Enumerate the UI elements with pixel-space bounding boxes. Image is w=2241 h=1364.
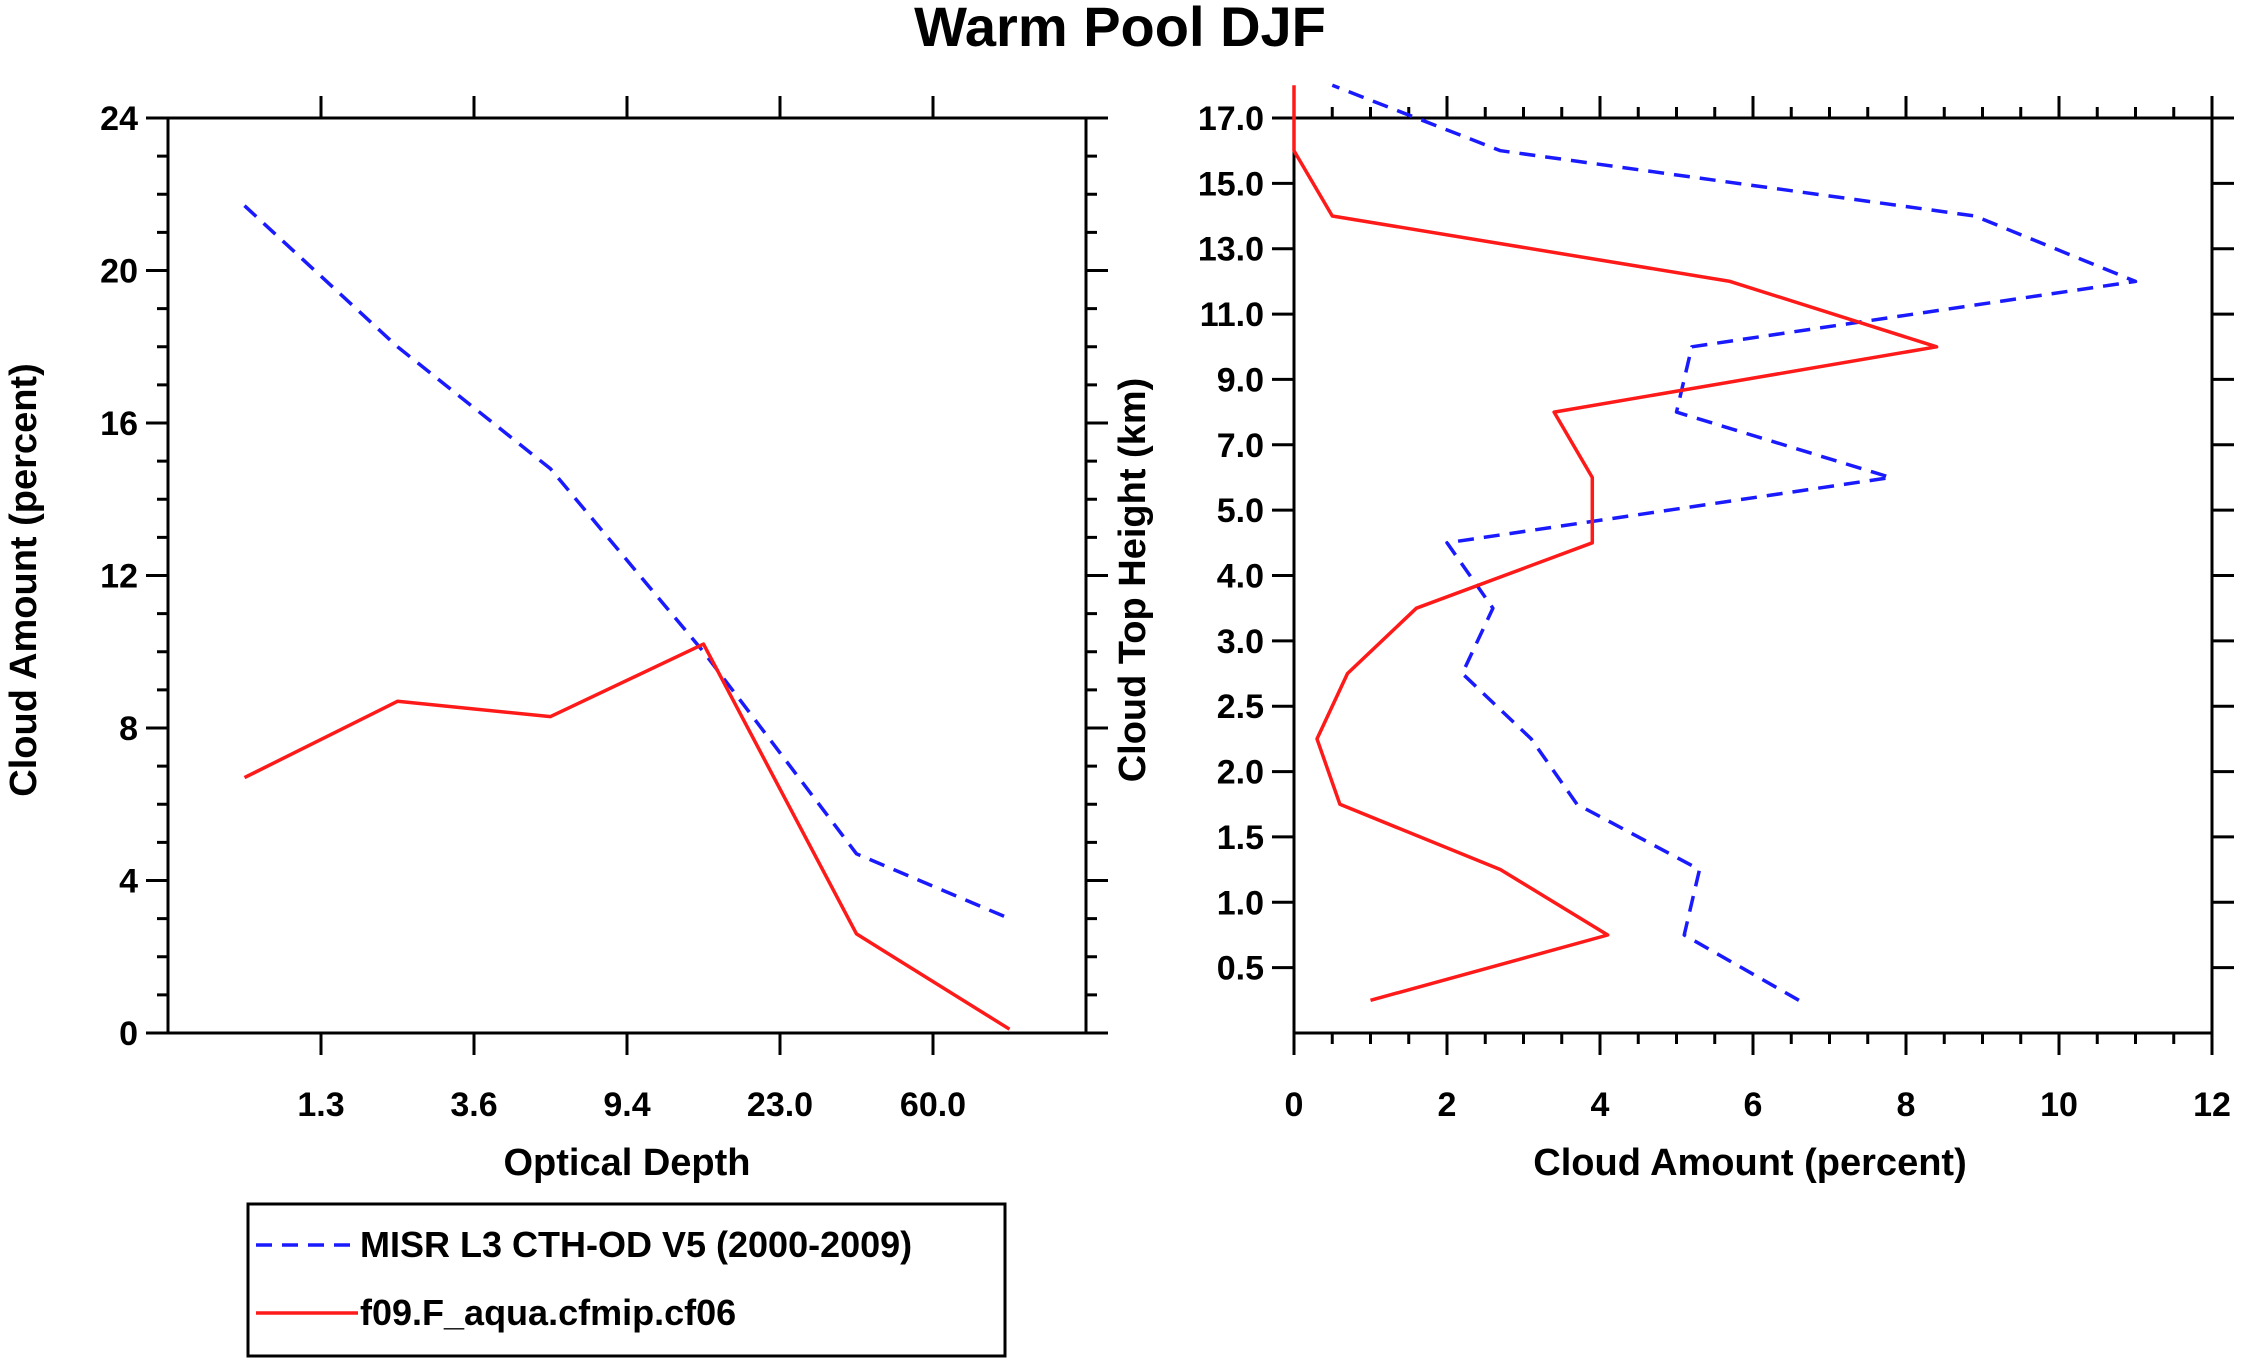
left-y-tick-label: 24 xyxy=(100,100,138,138)
left-x-tick-label: 23.0 xyxy=(747,1086,813,1124)
legend-box xyxy=(246,1202,1007,1358)
right-y-axis-label: Cloud Top Height (km) xyxy=(1112,378,1154,783)
right-y-tick-label: 2.0 xyxy=(1217,754,1264,792)
legend-label-model: f09.F_aqua.cfmip.cf06 xyxy=(360,1292,736,1333)
left-x-axis-label: Optical Depth xyxy=(503,1142,750,1184)
right-y-tick-label: 9.0 xyxy=(1217,361,1264,399)
right-y-tick-label: 11.0 xyxy=(1200,296,1264,334)
left-panel: 0 4 8 12 16 20 24 1.3 3.6 9.4 23.0 60.0 xyxy=(100,96,1108,1124)
left-y-tick-label: 0 xyxy=(119,1015,138,1053)
right-y-tick-label: 7.0 xyxy=(1217,427,1264,465)
right-y-tick-label: 0.5 xyxy=(1217,950,1264,988)
right-y-tick-label: 1.5 xyxy=(1217,819,1264,857)
left-x-tick-label: 1.3 xyxy=(297,1086,344,1124)
right-x-tick-label: 4 xyxy=(1591,1086,1610,1124)
left-x-tick-label: 3.6 xyxy=(450,1086,497,1124)
right-y-tick-label: 1.0 xyxy=(1217,884,1264,922)
right-x-tick-label: 8 xyxy=(1897,1086,1916,1124)
right-x-axis-label: Cloud Amount (percent) xyxy=(1533,1142,1966,1184)
right-plot-frame xyxy=(1292,116,2214,1035)
right-series-model-line xyxy=(1292,85,1939,1002)
right-y-tick-label: 3.0 xyxy=(1217,623,1264,661)
right-x-tick-label: 12 xyxy=(2193,1086,2231,1124)
legend: MISR L3 CTH-OD V5 (2000-2009) f09.F_aqua… xyxy=(246,1202,1007,1358)
right-y-tick-label: 4.0 xyxy=(1217,558,1264,596)
right-panel: 0 2 4 6 8 10 12 0.5 1.0 1.5 2.0 2.5 3.0 4.0 5.0 7.0 9.0 1… xyxy=(1198,83,2234,1124)
left-y-tick-label: 4 xyxy=(119,863,138,901)
left-plot-frame xyxy=(166,116,1088,1035)
left-y-tick-label: 8 xyxy=(119,710,138,748)
chart-title: Warm Pool DJF xyxy=(914,0,1326,58)
right-x-tick-label: 0 xyxy=(1285,1086,1304,1124)
left-y-axis-label: Cloud Amount (percent) xyxy=(3,363,45,796)
right-x-tick-label: 2 xyxy=(1438,1086,1457,1124)
right-series-misr-line xyxy=(1331,83,2138,1002)
right-y-tick-label: 2.5 xyxy=(1217,688,1264,726)
left-x-tick-label: 60.0 xyxy=(900,1086,966,1124)
left-x-tick-label: 9.4 xyxy=(603,1086,650,1124)
legend-label-misr: MISR L3 CTH-OD V5 (2000-2009) xyxy=(360,1224,912,1265)
right-y-tick-label: 15.0 xyxy=(1198,165,1264,203)
right-y-tick-label: 5.0 xyxy=(1217,492,1264,530)
left-y-tick-label: 16 xyxy=(100,405,138,443)
right-y-tick-label: 17.0 xyxy=(1198,100,1264,138)
right-x-tick-label: 6 xyxy=(1744,1086,1763,1124)
right-y-tick-label: 13.0 xyxy=(1198,231,1264,269)
left-y-tick-label: 12 xyxy=(100,558,138,596)
left-series-model-line xyxy=(243,642,1011,1031)
right-x-tick-label: 10 xyxy=(2040,1086,2078,1124)
left-series-misr-line xyxy=(243,204,1011,921)
left-y-tick-label: 20 xyxy=(100,253,138,291)
